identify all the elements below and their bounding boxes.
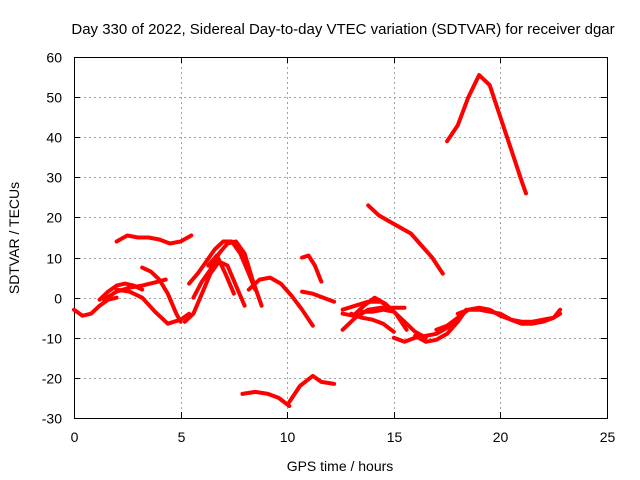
series-track-5 <box>140 265 183 324</box>
series-track-14 <box>240 389 292 408</box>
x-tick-label: 20 <box>493 429 509 445</box>
x-tick-label: 10 <box>280 429 296 445</box>
series-track-1 <box>72 295 119 318</box>
axis-ticks: 0 5 10 15 20 25 -30 -20 -10 0 10 20 30 40 50 60 <box>42 50 616 446</box>
x-axis-label: GPS time / hours <box>287 458 394 474</box>
x-tick-label: 15 <box>387 429 403 445</box>
y-tick-label: 10 <box>46 251 62 267</box>
series-track-17 <box>340 305 407 332</box>
y-tick-label: -30 <box>42 411 62 427</box>
series-track-8 <box>187 239 258 292</box>
plot-frame <box>74 57 608 419</box>
y-tick-label: 40 <box>46 130 62 146</box>
series-track-25 <box>455 305 563 326</box>
y-axis-label: SDTVAR / TECUs <box>6 182 22 294</box>
y-tick-label: -20 <box>42 371 62 387</box>
data-series <box>72 73 563 408</box>
series-track-12 <box>300 253 324 284</box>
y-tick-label: 20 <box>46 210 62 226</box>
y-tick-label: -10 <box>42 331 62 347</box>
series-track-11 <box>246 275 315 328</box>
y-tick-label: 30 <box>46 170 62 186</box>
series-track-19 <box>359 307 428 340</box>
series-track-21 <box>366 203 445 276</box>
series-track-23 <box>413 319 460 344</box>
x-tick-label: 0 <box>71 429 79 445</box>
series-track-7 <box>182 259 247 324</box>
y-tick-label: 60 <box>46 50 62 66</box>
y-tick-label: 50 <box>46 90 62 106</box>
chart-title: Day 330 of 2022, Sidereal Day-to-day VTE… <box>71 21 614 38</box>
grid <box>74 57 607 418</box>
series-track-10 <box>206 253 236 296</box>
series-track-18 <box>340 299 394 312</box>
series-track-4 <box>114 233 194 246</box>
y-tick-label: 0 <box>54 291 62 307</box>
x-tick-label: 5 <box>178 429 186 445</box>
x-tick-label: 25 <box>600 429 616 445</box>
series-track-26 <box>445 73 528 196</box>
series-track-9 <box>191 239 264 308</box>
series-track-13 <box>300 289 337 304</box>
series-track-3 <box>101 277 168 302</box>
series-track-20 <box>349 311 396 334</box>
series-track-15 <box>287 373 337 404</box>
series-track-6 <box>114 287 192 326</box>
